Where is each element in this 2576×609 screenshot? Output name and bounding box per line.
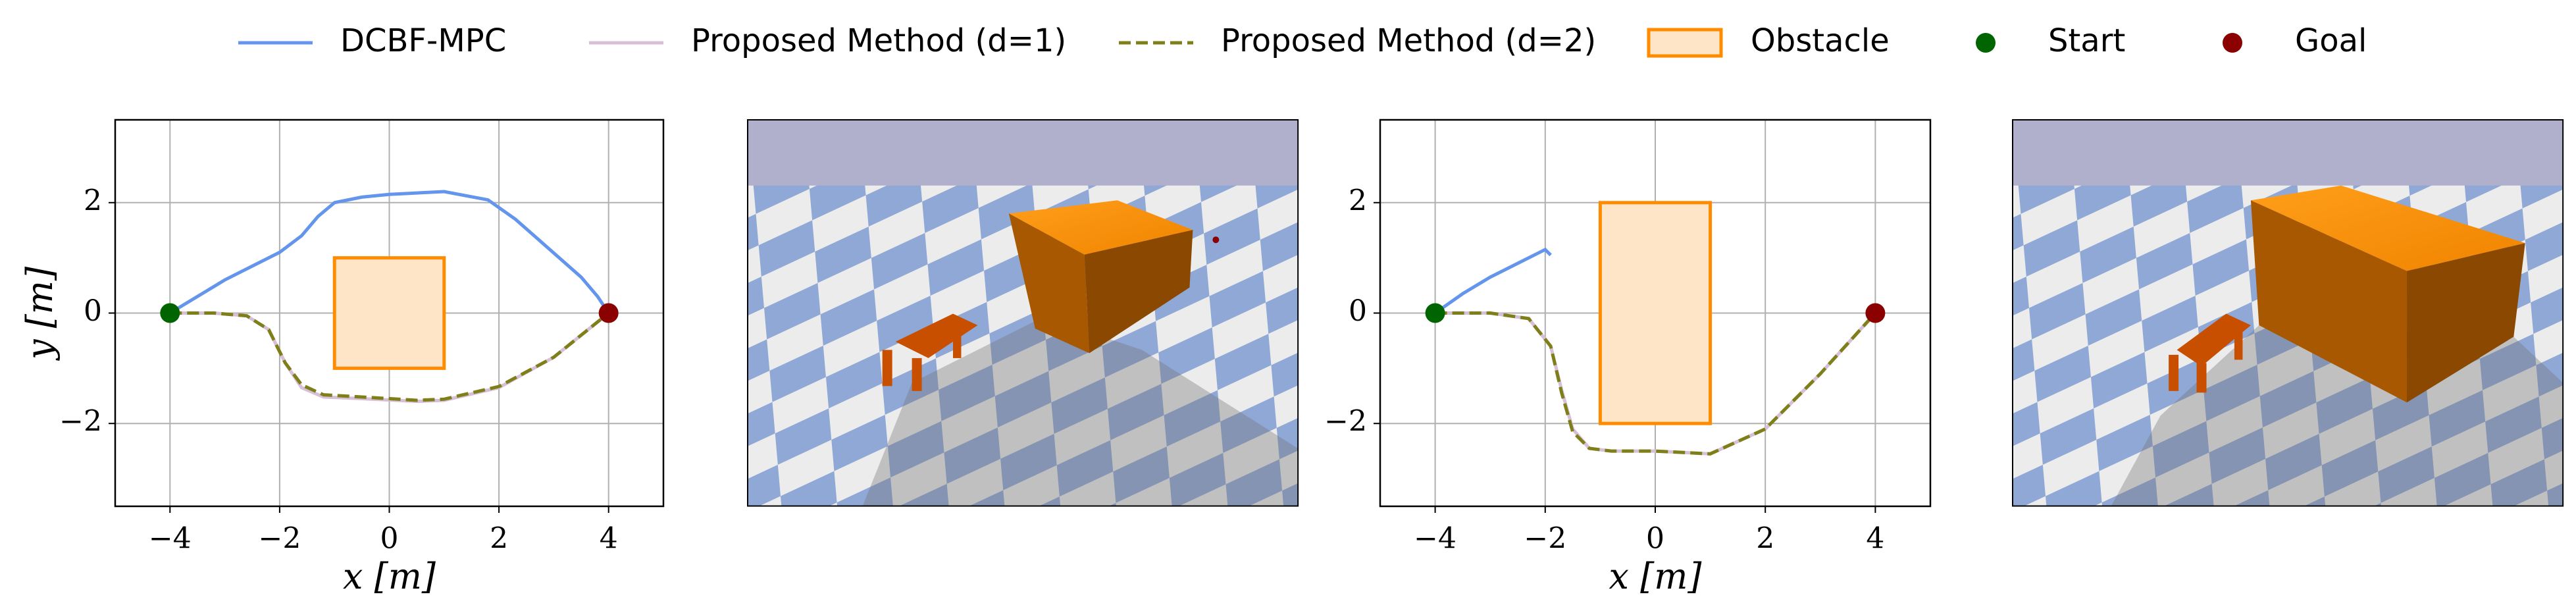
x-tick-label: −4 [1414,522,1456,556]
legend-label: Goal [2295,22,2367,59]
legend-label: Start [2048,22,2125,59]
sim-image [747,119,1299,507]
legend-marker [2223,33,2242,53]
start-marker [160,303,180,323]
legend-label: DCBF-MPC [340,22,506,59]
axes-frame [114,119,665,508]
x-tick-label: 2 [490,522,508,556]
x-axis-label: x [m] [1609,556,1703,597]
goal-marker [598,303,619,323]
trajectory [170,311,610,402]
x-tick-label: 4 [1866,522,1884,556]
x-tick-label: 0 [380,522,399,556]
trajectory [169,190,610,315]
obstacle [1598,201,1713,425]
goal-marker [1865,303,1886,323]
trajectory [1435,311,1877,456]
obstacle [332,256,446,370]
sim-image [2012,119,2564,507]
axes-frame [1379,119,1932,508]
y-tick-label: −2 [1324,405,1367,438]
legend-marker [1976,33,1996,53]
y-tick-label: −2 [59,405,102,438]
x-tick-label: 2 [1756,522,1774,556]
x-tick-label: −4 [149,522,192,556]
y-tick-label: 2 [1349,184,1367,217]
x-axis-label: x [m] [343,556,436,597]
x-tick-label: 4 [600,522,618,556]
y-axis-label: y [m] [19,266,61,361]
legend-label: Proposed Method (d=2) [1221,22,1596,59]
start-marker [1425,303,1445,323]
legend-label: Obstacle [1751,22,1890,59]
y-tick-label: 0 [84,294,102,328]
y-tick-label: 2 [84,184,102,217]
legend-patch [1647,28,1723,58]
legend-label: Proposed Method (d=1) [691,22,1066,59]
x-tick-label: −2 [258,522,301,556]
trajectory [1434,248,1552,315]
x-tick-label: −2 [1524,522,1566,556]
y-tick-label: 0 [1349,294,1367,328]
x-tick-label: 0 [1646,522,1664,556]
